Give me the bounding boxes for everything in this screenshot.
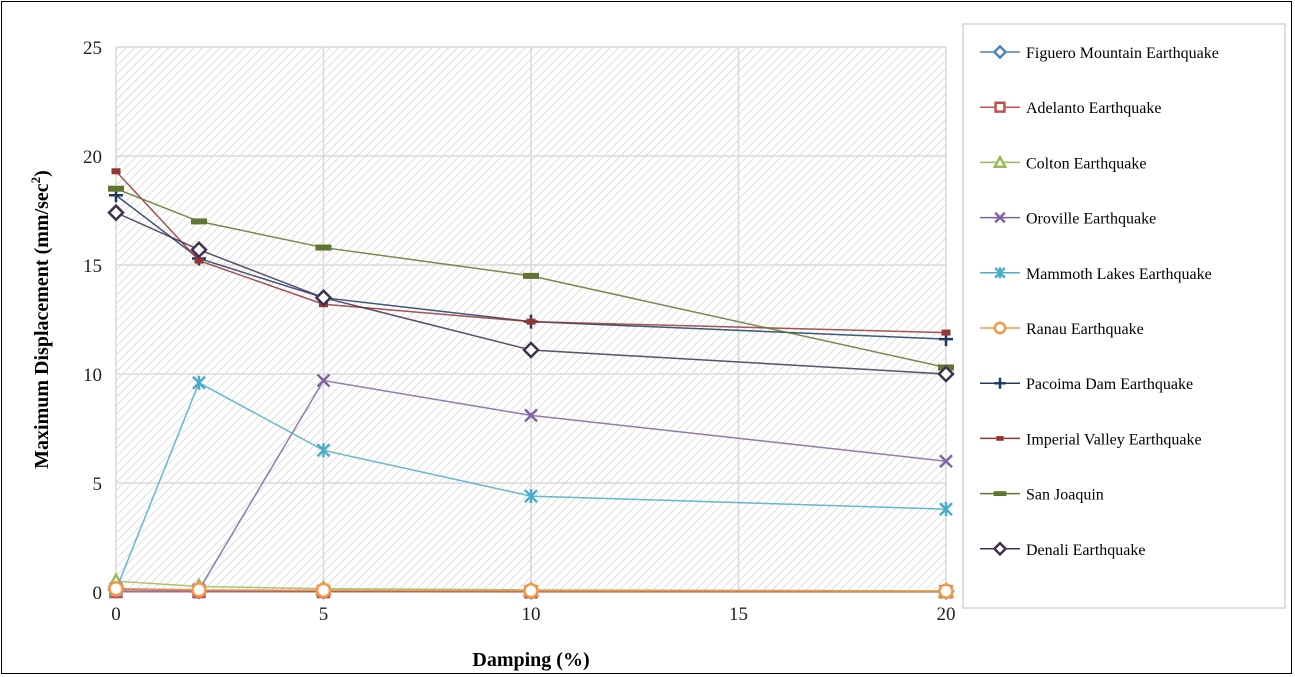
x-tick-label: 20: [937, 604, 956, 625]
series-6: [108, 580, 954, 599]
data-point-circle-marker: [993, 321, 1007, 335]
legend-item: Ranau Earthquake: [980, 321, 1144, 338]
legend-item: Denali Earthquake: [980, 541, 1146, 559]
data-point-circle-marker: [108, 580, 124, 597]
data-point-star-marker: [994, 267, 1006, 279]
legend-label: Figuero Mountain Earthquake: [1026, 45, 1219, 62]
legend-label: Imperial Valley Earthquake: [1026, 431, 1202, 448]
data-point-x-marker: [994, 211, 1006, 224]
data-point-bar-marker: [315, 244, 332, 251]
data-point-square-marker: [994, 101, 1006, 113]
data-point-x-marker: [939, 454, 953, 469]
data-point-circle-marker: [315, 582, 332, 599]
series-10: [107, 203, 955, 383]
axis-ticks: 0 5 10 15 20 25 0 5 10 15 20: [83, 38, 956, 625]
data-point-diamond-marker: [992, 541, 1008, 557]
data-point-diamond-marker: [992, 44, 1008, 60]
x-tick-label: 0: [111, 604, 121, 625]
data-point-bar-marker: [108, 185, 124, 192]
legend-item: Mammoth Lakes Earthquake: [980, 266, 1212, 283]
y-axis-title-main: Maximum Displacement (mm/sec: [31, 183, 53, 469]
x-tick-label: 15: [729, 604, 748, 625]
x-tick-label: 10: [522, 604, 541, 625]
legend-item: Adelanto Earthquake: [980, 100, 1162, 117]
y-tick-label: 0: [93, 583, 103, 604]
data-point-diamond-marker: [937, 365, 955, 383]
data-point-x-marker: [316, 373, 331, 388]
legend-label: Ranau Earthquake: [1026, 321, 1144, 338]
legend-item: Pacoima Dam Earthquake: [980, 376, 1193, 393]
x-tick-label: 5: [319, 604, 329, 625]
data-point-diamond-marker: [190, 240, 208, 259]
data-point-circle-marker: [938, 583, 954, 599]
data-point-star-marker: [316, 443, 331, 458]
data-point-circle-marker: [523, 582, 539, 599]
y-tick-label: 5: [93, 474, 103, 495]
data-point-dash-marker: [526, 318, 536, 325]
data-point-bar-marker: [191, 218, 207, 225]
data-point-plus-marker: [994, 377, 1006, 389]
legend-item: Imperial Valley Earthquake: [980, 431, 1202, 448]
legend-label: Adelanto Earthquake: [1026, 100, 1162, 117]
data-point-diamond-marker: [522, 341, 540, 359]
data-point-star-marker: [939, 502, 953, 517]
y-axis-title: Maximum Displacement (mm/sec2): [28, 170, 53, 469]
gridlines: [115, 46, 947, 593]
data-point-dash-marker: [111, 168, 121, 175]
y-axis-title-superscript: 2: [28, 177, 43, 184]
y-tick-label: 25: [83, 38, 102, 59]
x-axis-title: Damping (%): [472, 649, 589, 671]
legend-item: San Joaquin: [980, 487, 1104, 504]
data-point-dash-marker: [941, 329, 951, 336]
data-point-bar-marker: [523, 272, 539, 279]
legend-items: Figuero Mountain Earthquake Adelanto Eart…: [980, 44, 1219, 559]
y-tick-label: 20: [83, 147, 102, 168]
legend-label: Mammoth Lakes Earthquake: [1026, 266, 1212, 283]
data-point-diamond-marker: [314, 288, 333, 307]
legend-label: San Joaquin: [1026, 487, 1104, 504]
series-layer: [107, 168, 955, 601]
y-tick-label: 10: [83, 365, 102, 386]
legend-label: Colton Earthquake: [1026, 155, 1146, 172]
y-axis-title-close: ): [31, 170, 53, 177]
legend-label: Denali Earthquake: [1026, 542, 1146, 559]
data-point-bar-marker: [993, 491, 1007, 496]
data-point-star-marker: [524, 489, 538, 504]
data-point-circle-marker: [191, 582, 207, 598]
y-tick-label: 15: [83, 256, 102, 277]
data-point-triangle-marker: [992, 154, 1008, 169]
legend-label: Pacoima Dam Earthquake: [1026, 376, 1193, 393]
data-point-dash-marker: [194, 257, 204, 264]
data-point-star-marker: [192, 375, 206, 390]
data-point-x-marker: [524, 408, 538, 423]
data-point-diamond-marker: [107, 203, 125, 222]
legend-label: Oroville Earthquake: [1026, 211, 1156, 228]
legend-item: Figuero Mountain Earthquake: [980, 44, 1219, 62]
data-point-dash-marker: [996, 436, 1004, 441]
legend-item: Oroville Earthquake: [980, 211, 1156, 228]
legend: [962, 23, 1286, 609]
legend-item: Colton Earthquake: [980, 154, 1146, 172]
